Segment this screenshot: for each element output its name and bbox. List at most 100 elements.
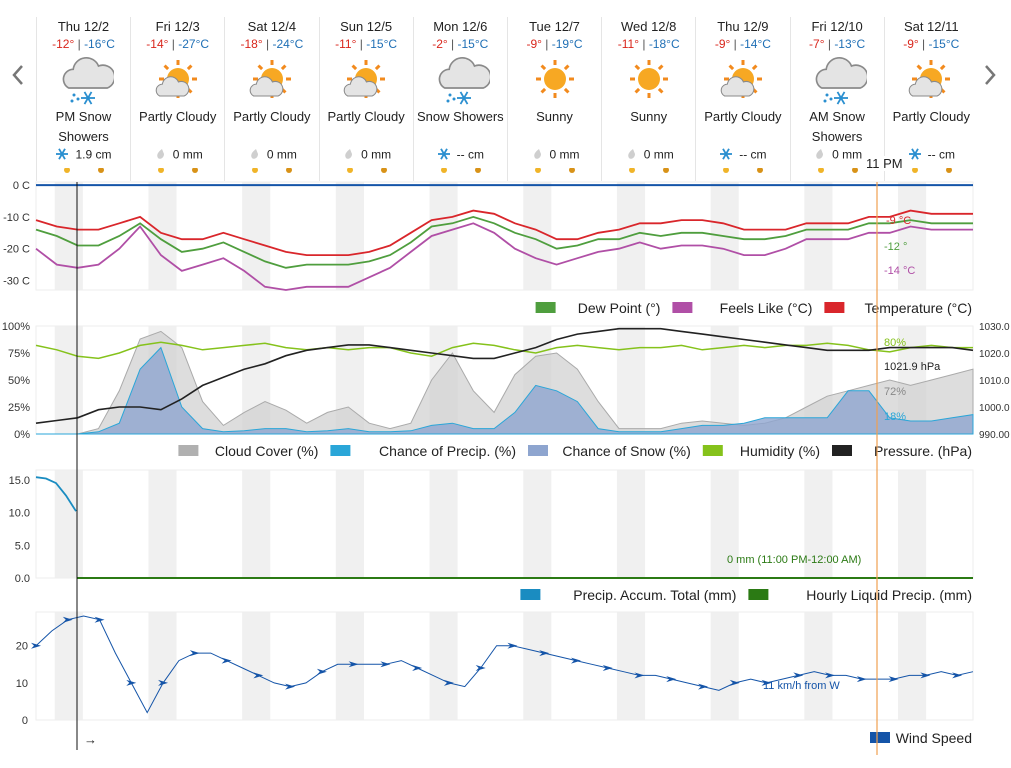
- temp-separator: |: [74, 37, 85, 51]
- condition-text: PM Snow Showers: [37, 107, 130, 147]
- precip-icon: [55, 147, 69, 164]
- wind-arrow-icon: [253, 672, 264, 679]
- next-days-button[interactable]: [978, 60, 1002, 90]
- sunrise-icon: [629, 167, 636, 173]
- day-column[interactable]: Mon 12/6 -2° | -15°C Snow Showers -- cm: [412, 17, 507, 181]
- sky-annotation: 1021.9 hPa: [884, 361, 941, 373]
- temp-y-tick: -20 C: [3, 244, 30, 256]
- condition-line-1: AM Snow: [809, 109, 865, 124]
- condition-text: Partly Cloudy: [131, 107, 224, 147]
- condition-line-1: Partly Cloudy: [139, 109, 217, 124]
- precip-amount: 0 mm: [131, 147, 224, 165]
- wind-arrow-icon: [729, 679, 740, 686]
- legend-swatch-sky: [832, 445, 852, 456]
- sky-y-tick: 0%: [14, 429, 30, 441]
- precip-chance-area: [36, 346, 974, 435]
- precip-icon: [437, 147, 451, 164]
- sky-y2-tick: 990.00: [979, 430, 1010, 441]
- accum-line: [35, 476, 77, 512]
- day-column[interactable]: Thu 12/9 -9° | -14°C Partly Cloudy -- cm: [695, 17, 789, 181]
- partly-cloudy-icon: [242, 55, 302, 107]
- sky-y2-tick: 1030.0: [979, 322, 1010, 333]
- legend-swatch-temp: [672, 302, 693, 313]
- day-column[interactable]: Wed 12/8 -11° | -18°C Sunny 0 mm: [601, 17, 695, 181]
- day-column[interactable]: Sat 12/4 -18° | -24°C Partly Cloudy 0 mm: [224, 17, 318, 181]
- legend-swatch-wind: [870, 732, 890, 743]
- condition-text: Partly Cloudy: [320, 107, 413, 147]
- legend-swatch-precip: [520, 589, 541, 600]
- condition-text: Snow Showers: [414, 107, 507, 147]
- wind-arrow-icon: [761, 679, 772, 686]
- high-temp: -7°: [809, 37, 825, 51]
- day-column[interactable]: Thu 12/2 -12° | -16°C PM Snow Showers 1.9…: [36, 17, 130, 181]
- low-temp: -15°C: [457, 37, 489, 51]
- sunset-icon: [569, 167, 575, 173]
- day-column[interactable]: Sat 12/11 -9° | -15°C Partly Cloudy -- c…: [883, 17, 978, 181]
- sun-times: [37, 165, 130, 175]
- legend-label-temp: Dew Point (°): [578, 300, 661, 316]
- precip-amount: 0 mm: [791, 147, 884, 165]
- sun-times: [414, 165, 507, 175]
- sunset-icon: [757, 167, 764, 173]
- prev-days-button[interactable]: [6, 60, 30, 90]
- wind-y-tick: 20: [16, 641, 28, 653]
- high-temp: -2°: [432, 37, 448, 51]
- precip-icon: [530, 147, 544, 164]
- precip-value: -- cm: [456, 147, 484, 162]
- sun-times: [791, 165, 884, 175]
- sunset-icon: [851, 167, 858, 173]
- raindrop-icon: [345, 149, 353, 159]
- temp-separator: |: [824, 37, 835, 51]
- wind-arrow-icon: [412, 665, 423, 671]
- raindrop-icon: [627, 149, 635, 159]
- wind-arrow-icon: [539, 650, 550, 657]
- legend-label-sky: Pressure. (hPa): [874, 443, 972, 459]
- temp-separator: |: [356, 37, 367, 51]
- legend-label-precip: Precip. Accum. Total (mm): [573, 587, 736, 603]
- sun-times: [885, 165, 978, 175]
- day-column[interactable]: Tue 12/7 -9° | -19°C Sunny 0 mm: [507, 17, 601, 181]
- sky-y-tick: 100%: [2, 321, 30, 333]
- sky-y-tick: 50%: [8, 375, 30, 387]
- condition-line-1: Partly Cloudy: [892, 109, 970, 124]
- sun-times: [696, 165, 789, 175]
- day-name: Fri 12/10: [811, 19, 863, 34]
- pressure-line: [35, 327, 974, 424]
- day-column[interactable]: Fri 12/3 -14° | -27°C Partly Cloudy 0 mm: [130, 17, 224, 181]
- partly-cloudy-icon: [148, 55, 208, 107]
- sky-y-tick: 75%: [8, 348, 30, 360]
- high-temp: -9°: [526, 37, 542, 51]
- wind-arrow-icon: [634, 672, 645, 679]
- day-name: Sat 12/11: [903, 19, 959, 34]
- high-temp: -18°: [240, 37, 263, 51]
- precip-value: 0 mm: [266, 147, 297, 162]
- precip-icon: [247, 147, 261, 164]
- low-temp: -24°C: [272, 37, 304, 51]
- temp-annotation: -12 °: [884, 241, 907, 253]
- temperature-chart: 0 C -10 C -20 C -30 C -9 °C -12 ° -14 °C: [3, 180, 973, 291]
- sunrise-icon: [64, 167, 70, 173]
- wind-annotation: 11 km/h from W: [763, 680, 840, 692]
- legend-label-sky: Chance of Precip. (%): [379, 443, 516, 459]
- chevron-right-icon: [985, 65, 996, 85]
- sunset-icon: [474, 167, 481, 173]
- wind-arrow-icon: [507, 642, 518, 649]
- legend-label-sky: Humidity (%): [740, 443, 820, 459]
- high-temp: -12°: [52, 37, 75, 51]
- wind-arrow-icon: [348, 661, 359, 668]
- precip-annotation: 0 mm (11:00 PM-12:00 AM): [727, 554, 861, 566]
- day-column[interactable]: Fri 12/10 -7° | -13°C AM Snow Showers 0 m…: [789, 17, 884, 181]
- day-column[interactable]: Sun 12/5 -11° | -15°C Partly Cloudy 0 mm: [318, 17, 413, 181]
- sunset-icon: [380, 167, 387, 173]
- snowflake-icon: [720, 148, 733, 160]
- sunset-icon: [192, 167, 199, 173]
- wind-arrow-icon: [316, 668, 327, 675]
- sunrise-icon: [723, 167, 730, 173]
- cloud-cover-area: [36, 330, 974, 435]
- chevron-left-icon: [12, 65, 23, 85]
- wind-arrow-icon: [62, 616, 73, 623]
- day-temperatures: -9° | -15°C: [885, 37, 978, 55]
- wind-arrow-icon: [952, 672, 963, 679]
